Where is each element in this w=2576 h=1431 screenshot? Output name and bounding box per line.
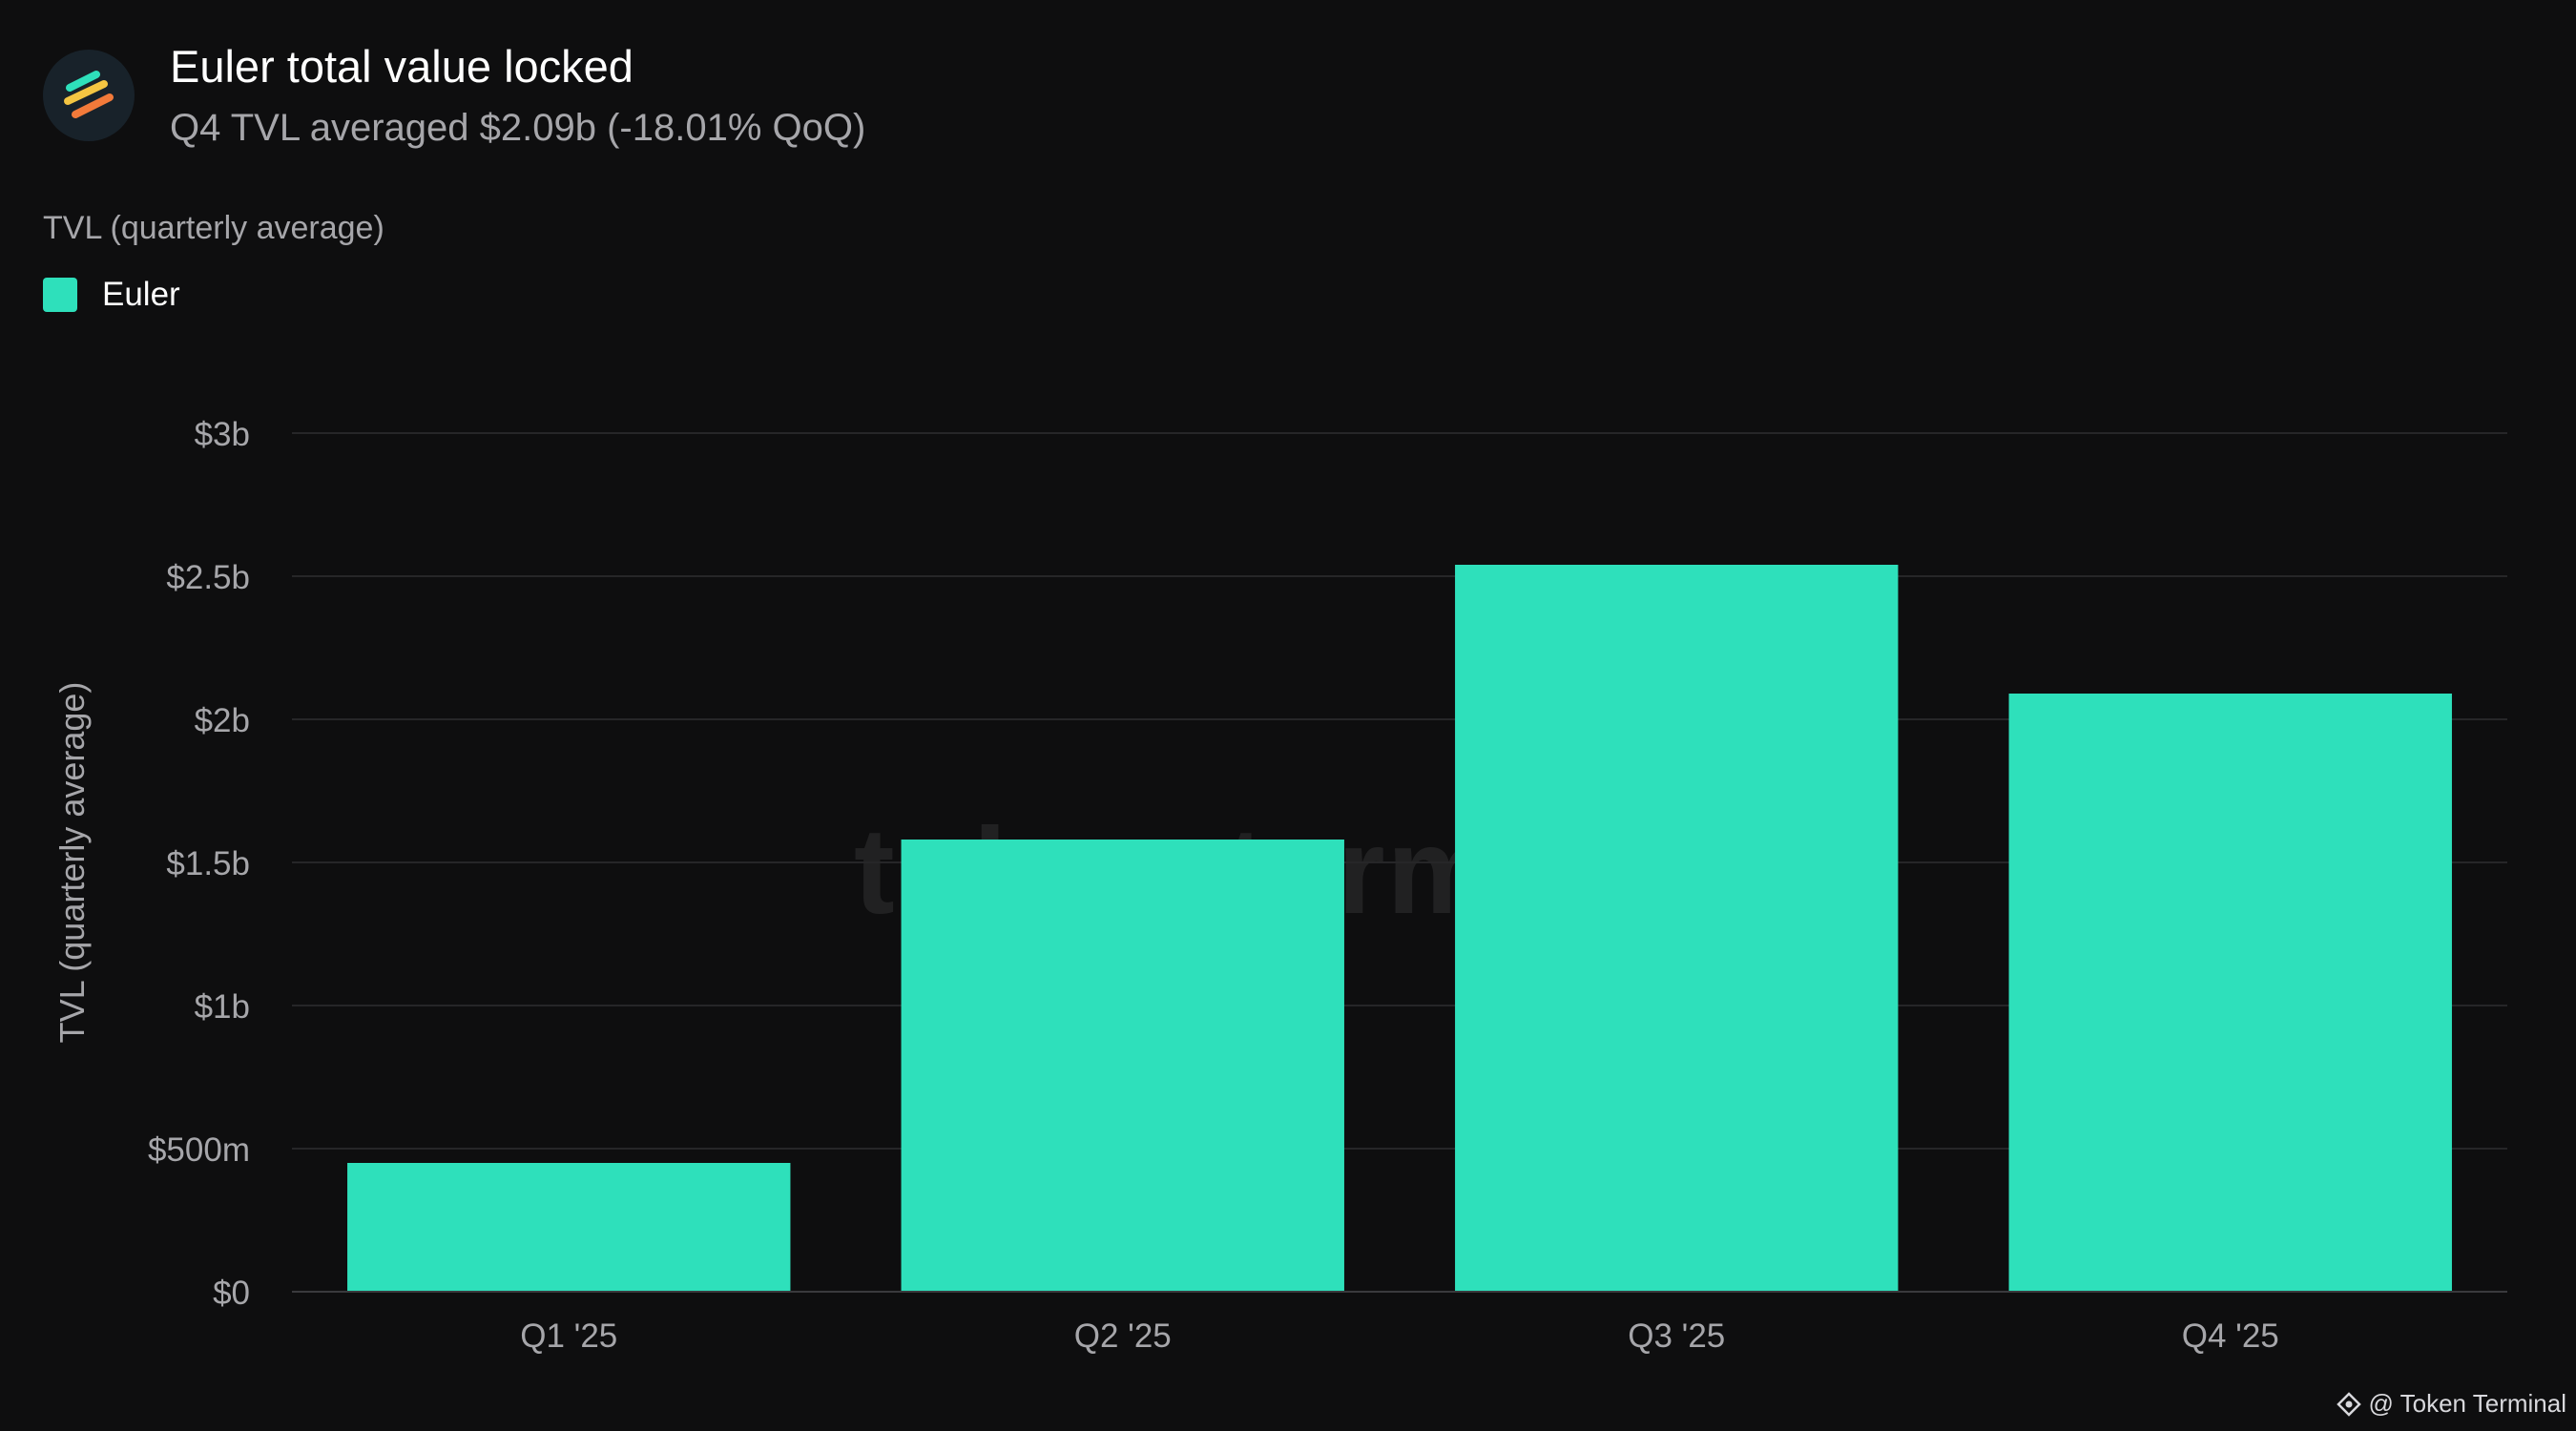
bar-3[interactable] [1455, 565, 1899, 1292]
y-tick-label: $1.5b [166, 845, 250, 882]
y-tick-label: $3b [195, 416, 250, 453]
legend-swatch-euler [43, 278, 77, 312]
y-tick-label: $2.5b [166, 559, 250, 596]
bar-4[interactable] [2008, 694, 2452, 1292]
x-tick-label: Q2 '25 [1074, 1317, 1172, 1355]
token-terminal-icon [2337, 1391, 2362, 1417]
y-axis-label: TVL (quarterly average) [52, 682, 92, 1044]
y-tick-label: $2b [195, 702, 250, 739]
y-tick-label: $500m [148, 1131, 250, 1169]
x-tick-label: Q4 '25 [2182, 1317, 2279, 1355]
attribution-text: @ Token Terminal [2368, 1389, 2566, 1418]
euler-logo-icon-graphic [64, 71, 114, 118]
metric-label: TVL (quarterly average) [43, 210, 384, 246]
legend-label-euler[interactable]: Euler [102, 276, 180, 313]
axis-layer: $0 $500m $1b $1.5b $2b $2.5b $3b Q1 '25 Q2 '25 Q3… [52, 416, 2507, 1355]
chart-subtitle: Q4 TVL averaged $2.09b (-18.01% QoQ) [170, 107, 866, 149]
x-tick-label: Q1 '25 [520, 1317, 617, 1355]
bar-layer [347, 565, 2452, 1292]
y-tick-label: $0 [213, 1275, 250, 1312]
bar-2[interactable] [901, 840, 1344, 1292]
x-tick-label: Q3 '25 [1628, 1317, 1725, 1355]
legend: Euler [43, 276, 180, 314]
y-tick-label: $1b [195, 988, 250, 1026]
chart-title: Euler total value locked [170, 41, 634, 92]
bar-1[interactable] [347, 1163, 791, 1292]
euler-logo-icon [43, 50, 135, 141]
attribution: @ Token Terminal [2336, 1389, 2566, 1419]
